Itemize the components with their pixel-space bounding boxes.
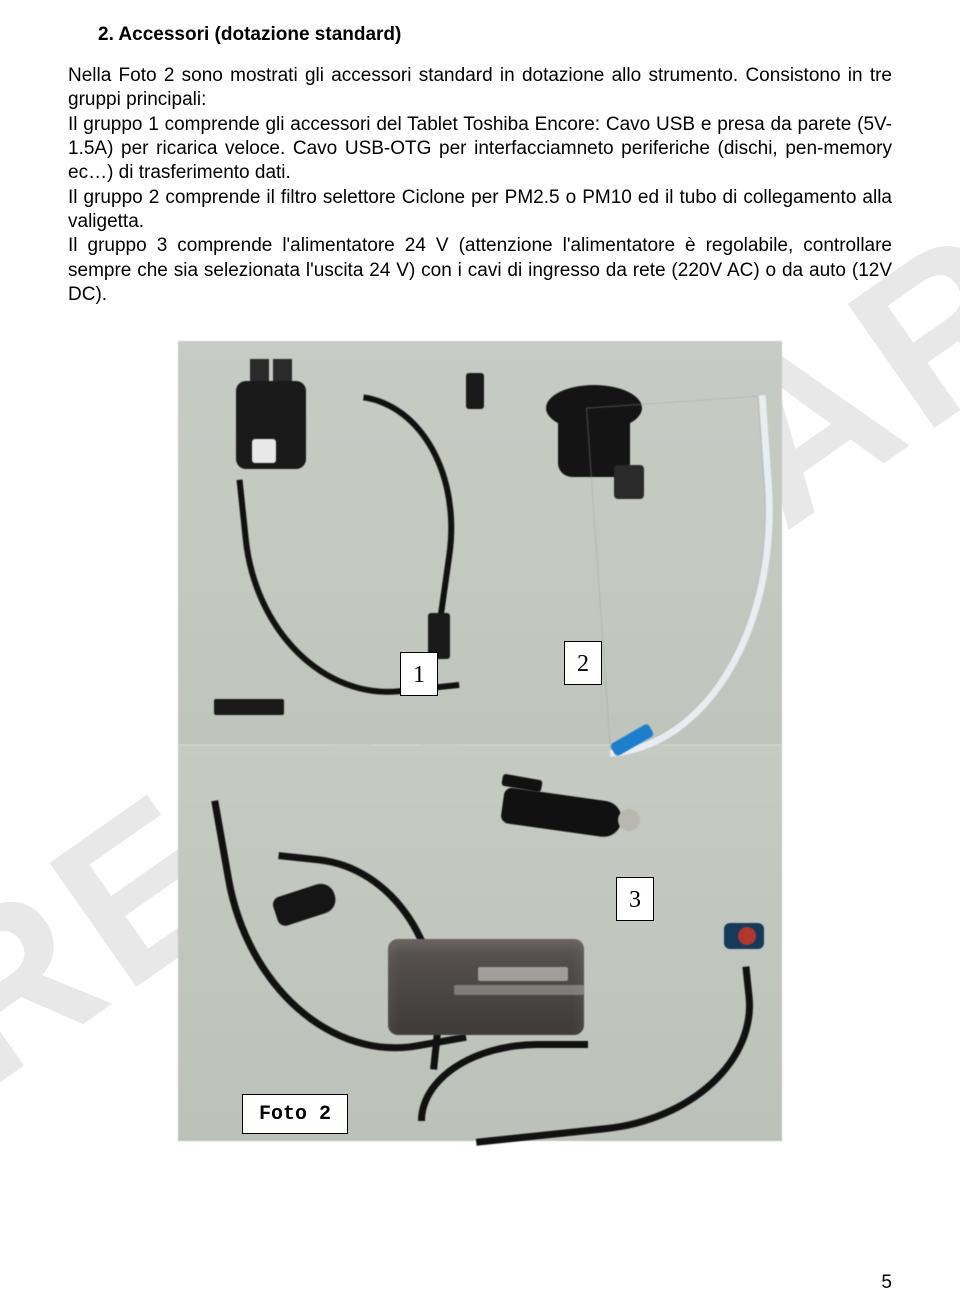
figure-callout-2: 2 [564, 641, 602, 685]
adapter-label-icon [478, 967, 568, 981]
charger-label-icon [252, 439, 276, 463]
micro-usb-tip-icon [466, 373, 484, 409]
figure-container: 1 2 3 Foto 2 [68, 341, 892, 1141]
figure-caption: Foto 2 [242, 1094, 348, 1134]
body-paragraph: Il gruppo 2 comprende il filtro selettor… [68, 186, 892, 235]
usb-otg-plug-icon [214, 699, 284, 715]
page-content: 2. Accessori (dotazione standard) Nella … [68, 24, 892, 1141]
car-adapter-tip-icon [618, 809, 640, 831]
figure-callout-1: 1 [400, 652, 438, 696]
section-title: 2. Accessori (dotazione standard) [68, 24, 892, 46]
figure-callout-3: 3 [616, 877, 654, 921]
body-paragraph: Il gruppo 3 comprende l'alimentatore 24 … [68, 234, 892, 307]
page-number: 5 [881, 1272, 892, 1294]
body-paragraph: Il gruppo 1 comprende gli accessori del … [68, 113, 892, 186]
figure-photo: 1 2 3 Foto 2 [178, 341, 782, 1141]
body-paragraph: Nella Foto 2 sono mostrati gli accessori… [68, 64, 892, 113]
output-connector-ring-icon [738, 927, 756, 945]
